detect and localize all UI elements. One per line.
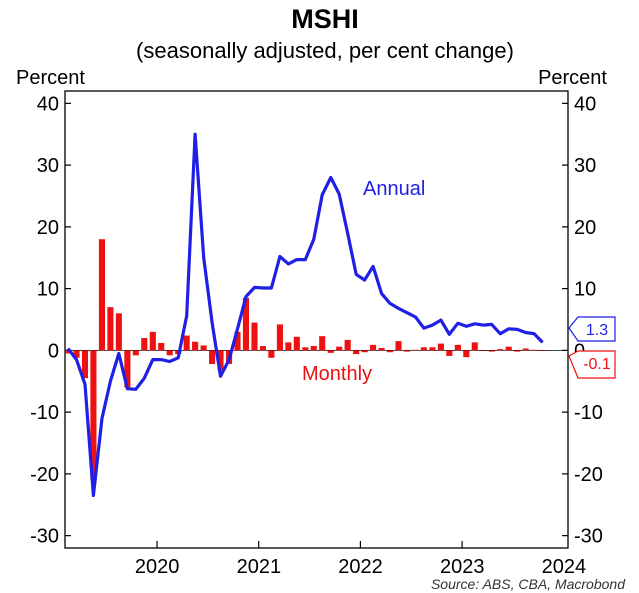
monthly-bar bbox=[268, 350, 275, 358]
monthly-bar bbox=[115, 313, 122, 351]
monthly-bar bbox=[242, 297, 250, 351]
x-tick-label: 2021 bbox=[237, 556, 282, 578]
y-tick-label-right: 20 bbox=[574, 217, 596, 239]
plot-frame bbox=[64, 90, 569, 549]
monthly-bar bbox=[98, 239, 106, 351]
annual-series-label: Annual bbox=[363, 178, 425, 200]
monthly-bar bbox=[463, 350, 470, 358]
monthly-bar bbox=[497, 349, 504, 351]
monthly-bar bbox=[446, 350, 453, 356]
monthly-bar bbox=[531, 349, 538, 351]
annual-line-group bbox=[66, 132, 544, 498]
monthly-bar bbox=[149, 331, 156, 351]
monthly-bar bbox=[132, 350, 139, 356]
monthly-bars bbox=[64, 239, 546, 481]
monthly-bar bbox=[293, 336, 300, 351]
monthly-bar bbox=[183, 335, 190, 351]
ticks: -30-30-20-20-10-100010102020303040402020… bbox=[30, 93, 603, 578]
x-tick-label: 2024 bbox=[542, 556, 587, 578]
monthly-bar bbox=[403, 350, 411, 352]
monthly-bar bbox=[344, 339, 351, 351]
monthly-bar bbox=[200, 345, 207, 351]
y-axis-label-right: Percent bbox=[538, 67, 607, 89]
x-tick-label: 2023 bbox=[440, 556, 485, 578]
monthly-bar bbox=[353, 350, 360, 355]
y-tick-label-left: 30 bbox=[37, 155, 59, 177]
monthly-bar bbox=[141, 338, 148, 351]
monthly-bar bbox=[319, 336, 326, 351]
monthly-bar bbox=[276, 324, 283, 351]
monthly-bar bbox=[166, 350, 173, 356]
monthly-bar bbox=[539, 350, 546, 351]
monthly-bar bbox=[73, 350, 80, 358]
annual-end-label-box bbox=[568, 316, 616, 342]
y-tick-label-left: 40 bbox=[37, 93, 59, 115]
annual-end-value: 1.3 bbox=[586, 322, 608, 339]
monthly-bar bbox=[488, 350, 495, 352]
annual-line bbox=[66, 132, 544, 498]
monthly-bar bbox=[234, 331, 241, 351]
monthly-bar bbox=[514, 350, 521, 352]
monthly-series-label: Monthly bbox=[302, 363, 372, 385]
monthly-end-label-box bbox=[568, 350, 616, 379]
monthly-bar bbox=[285, 342, 292, 351]
monthly-bar bbox=[370, 344, 377, 351]
y-tick-label-left: 10 bbox=[37, 279, 59, 301]
monthly-bar bbox=[310, 346, 317, 351]
chart-title: MSHI bbox=[291, 4, 359, 34]
monthly-bar bbox=[412, 349, 419, 351]
y-tick-label-right: -10 bbox=[574, 402, 603, 424]
y-tick-label-right: 10 bbox=[574, 279, 596, 301]
monthly-bar bbox=[361, 350, 368, 353]
y-tick-label-right: -30 bbox=[574, 526, 603, 548]
monthly-bar bbox=[505, 346, 512, 351]
monthly-bar bbox=[251, 322, 258, 351]
monthly-bar bbox=[454, 344, 461, 351]
y-tick-label-left: 0 bbox=[48, 340, 59, 362]
chart-subtitle: (seasonally adjusted, per cent change) bbox=[136, 38, 514, 63]
monthly-bar bbox=[90, 350, 97, 481]
y-tick-label-right: 30 bbox=[574, 155, 596, 177]
y-tick-label-left: -20 bbox=[30, 464, 59, 486]
monthly-bar bbox=[209, 350, 216, 364]
monthly-bar bbox=[158, 342, 165, 351]
monthly-bar bbox=[429, 347, 436, 351]
monthly-bar bbox=[107, 307, 114, 351]
y-tick-label-right: 40 bbox=[574, 93, 596, 115]
x-tick-label: 2020 bbox=[135, 556, 180, 578]
monthly-bar bbox=[386, 350, 394, 353]
monthly-end-value: -0.1 bbox=[583, 356, 611, 373]
y-tick-label-right: -20 bbox=[574, 464, 603, 486]
monthly-bar bbox=[217, 350, 224, 371]
monthly-bar bbox=[192, 341, 199, 351]
source-note: Source: ABS, CBA, Macrobond bbox=[431, 576, 626, 592]
monthly-bar bbox=[437, 343, 444, 351]
monthly-bar bbox=[327, 350, 334, 353]
monthly-bar bbox=[420, 347, 427, 351]
monthly-bar bbox=[259, 346, 266, 351]
monthly-bar bbox=[336, 346, 343, 351]
monthly-bar bbox=[64, 350, 72, 354]
y-tick-label-left: 20 bbox=[37, 217, 59, 239]
x-tick-label: 2022 bbox=[338, 556, 383, 578]
monthly-bar bbox=[302, 347, 309, 351]
monthly-bar bbox=[471, 342, 478, 351]
monthly-bar bbox=[124, 350, 131, 388]
monthly-bar bbox=[395, 341, 402, 351]
monthly-bar bbox=[480, 350, 487, 351]
monthly-bar bbox=[378, 347, 385, 351]
monthly-bar bbox=[522, 348, 529, 351]
y-tick-label-left: -30 bbox=[30, 526, 59, 548]
y-axis-label-left: Percent bbox=[16, 67, 85, 89]
y-tick-label-left: -10 bbox=[30, 402, 59, 424]
monthly-bar bbox=[81, 350, 89, 379]
